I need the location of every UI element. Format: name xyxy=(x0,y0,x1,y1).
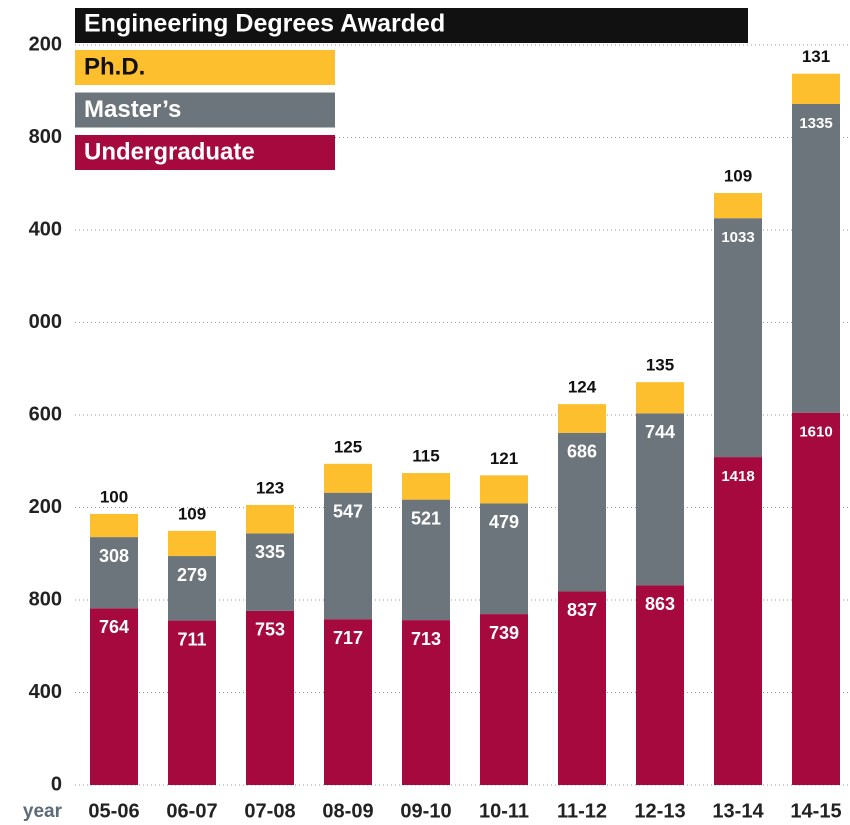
y-tick-label: 400 xyxy=(29,218,62,240)
bar-segment xyxy=(168,530,216,557)
value-label: 547 xyxy=(333,501,363,521)
bar-segment xyxy=(636,413,684,586)
value-label: 109 xyxy=(178,504,206,523)
bar-segment xyxy=(558,404,606,433)
title-box xyxy=(75,8,748,43)
bar-segment xyxy=(90,537,138,609)
bar-segment xyxy=(246,504,294,534)
value-label: 115 xyxy=(412,447,439,466)
bar-segment xyxy=(168,620,216,785)
x-axis-label: year xyxy=(23,801,63,822)
value-label: 711 xyxy=(177,629,206,649)
bar-segment xyxy=(90,513,138,538)
value-label: 308 xyxy=(99,546,129,566)
chart-title: Engineering Degrees Awarded xyxy=(84,10,445,38)
x-tick-label: 11-12 xyxy=(557,800,607,822)
value-label: 717 xyxy=(333,628,363,648)
value-label: 121 xyxy=(490,449,518,468)
bar-segment xyxy=(636,585,684,785)
value-label: 100 xyxy=(100,487,128,506)
bar-segment xyxy=(480,503,528,615)
legend-swatch xyxy=(75,92,335,128)
value-label: 124 xyxy=(568,378,597,397)
value-label: 753 xyxy=(255,620,285,640)
y-tick-label: 400 xyxy=(29,681,62,703)
bar-segment xyxy=(714,457,762,785)
value-label: 279 xyxy=(177,565,207,585)
y-tick-label: 600 xyxy=(29,403,62,425)
bar-segment xyxy=(792,73,840,104)
x-tick-label: 09-10 xyxy=(400,800,451,822)
bar-segment xyxy=(792,412,840,785)
bar-segment xyxy=(324,463,372,493)
legend-swatch xyxy=(75,135,335,170)
y-tick-label: 800 xyxy=(29,588,62,610)
bar-segment xyxy=(636,382,684,414)
legend-label: Master’s xyxy=(84,96,181,123)
bar-segment xyxy=(480,614,528,785)
x-tick-label: 10-11 xyxy=(479,800,529,822)
value-label: 135 xyxy=(646,356,674,375)
value-label: 109 xyxy=(724,166,752,185)
legend-label: Undergraduate xyxy=(84,138,255,165)
bar-segment xyxy=(792,103,840,413)
x-tick-label: 07-08 xyxy=(244,800,295,822)
x-tick-label: 12-13 xyxy=(634,800,685,822)
value-label: 125 xyxy=(334,437,362,456)
value-label: 521 xyxy=(411,508,441,528)
bar-segment xyxy=(402,473,450,500)
value-label: 335 xyxy=(255,542,285,562)
bar-segment xyxy=(324,492,372,620)
value-label: 1418 xyxy=(721,468,754,485)
bar-segment xyxy=(324,619,372,785)
x-tick-label: 05-06 xyxy=(88,800,139,822)
x-tick-label: 08-09 xyxy=(322,800,373,822)
value-label: 863 xyxy=(645,594,675,614)
value-label: 744 xyxy=(645,422,675,442)
value-label: 764 xyxy=(99,617,129,637)
value-label: 123 xyxy=(256,478,284,497)
bar-segment xyxy=(714,193,762,219)
bar-segment xyxy=(480,475,528,504)
bar-segment xyxy=(558,432,606,592)
y-tick-label: 200 xyxy=(29,496,62,518)
x-tick-label: 06-07 xyxy=(166,800,217,822)
bar-segment xyxy=(90,608,138,785)
legend-label: Ph.D. xyxy=(84,53,145,80)
y-tick-label: 200 xyxy=(29,33,62,55)
y-tick-label: 000 xyxy=(29,311,62,333)
x-tick-label: 14-15 xyxy=(790,800,841,822)
legend-swatch xyxy=(75,50,335,85)
bar-segment xyxy=(714,218,762,458)
value-label: 713 xyxy=(411,629,441,649)
y-tick-label: 800 xyxy=(29,126,62,148)
bar-segment xyxy=(402,620,450,785)
bar-segment xyxy=(402,499,450,621)
value-label: 739 xyxy=(489,623,519,643)
bar-segment xyxy=(246,610,294,785)
value-label: 837 xyxy=(567,600,597,620)
value-label: 479 xyxy=(489,512,519,532)
value-label: 1610 xyxy=(799,424,832,441)
value-label: 1335 xyxy=(799,115,832,132)
bar-segment xyxy=(168,556,216,621)
value-label: 131 xyxy=(802,47,830,66)
y-tick-label: 0 xyxy=(51,773,62,795)
bar-segment xyxy=(246,533,294,611)
value-label: 1033 xyxy=(721,229,754,246)
value-label: 686 xyxy=(567,442,597,462)
bar-segment xyxy=(558,591,606,785)
x-tick-label: 13-14 xyxy=(712,800,764,822)
